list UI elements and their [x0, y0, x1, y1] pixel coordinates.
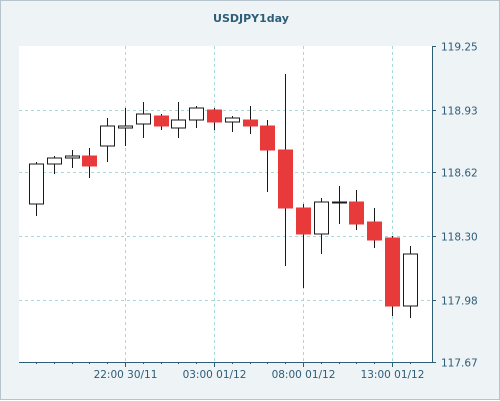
candle-body-up: [100, 125, 115, 147]
candle-body-down: [385, 237, 400, 307]
candle-body-down: [367, 221, 382, 241]
candle-body-up: [118, 125, 133, 129]
y-tick-label: 117.67: [441, 358, 478, 370]
candle-body-up: [332, 201, 347, 204]
candle-body-down: [296, 207, 311, 235]
candle-body-up: [225, 117, 240, 123]
y-tick-label: 118.62: [441, 168, 478, 180]
axes: 119.25 118.93 118.62 118.30 117.98 117.67 22:0…: [19, 42, 478, 381]
candle-body-up: [403, 253, 418, 307]
candle-body-down: [82, 155, 97, 167]
y-tick-label: 118.30: [441, 232, 478, 244]
x-tick-label: 08:00 01/12: [272, 369, 336, 381]
candle-body-down: [349, 201, 364, 225]
candle-body-down: [207, 109, 222, 123]
candles: [29, 74, 418, 318]
candle-body-up: [47, 157, 62, 165]
plot-area: [19, 46, 432, 362]
candle-body-up: [189, 107, 204, 121]
chart-title: USDJPY1day: [213, 12, 289, 25]
candle-body-down: [278, 149, 293, 209]
x-tick-label: 22:00 30/11: [94, 369, 158, 381]
y-tick-label: 119.25: [441, 42, 478, 54]
x-tick-label: 13:00 01/12: [361, 369, 425, 381]
candle-body-up: [136, 113, 151, 125]
y-tick-label: 117.98: [441, 296, 478, 308]
candle-body-down: [260, 125, 275, 151]
x-tick-label: 03:00 01/12: [183, 369, 247, 381]
candle-body-up: [314, 201, 329, 235]
y-tick-label: 118.93: [441, 106, 478, 118]
candle-body-down: [243, 119, 258, 127]
candle-body-up: [65, 155, 80, 159]
candle-body-up: [171, 119, 186, 129]
candle-body-up: [29, 163, 44, 205]
candle-body-down: [154, 115, 169, 127]
